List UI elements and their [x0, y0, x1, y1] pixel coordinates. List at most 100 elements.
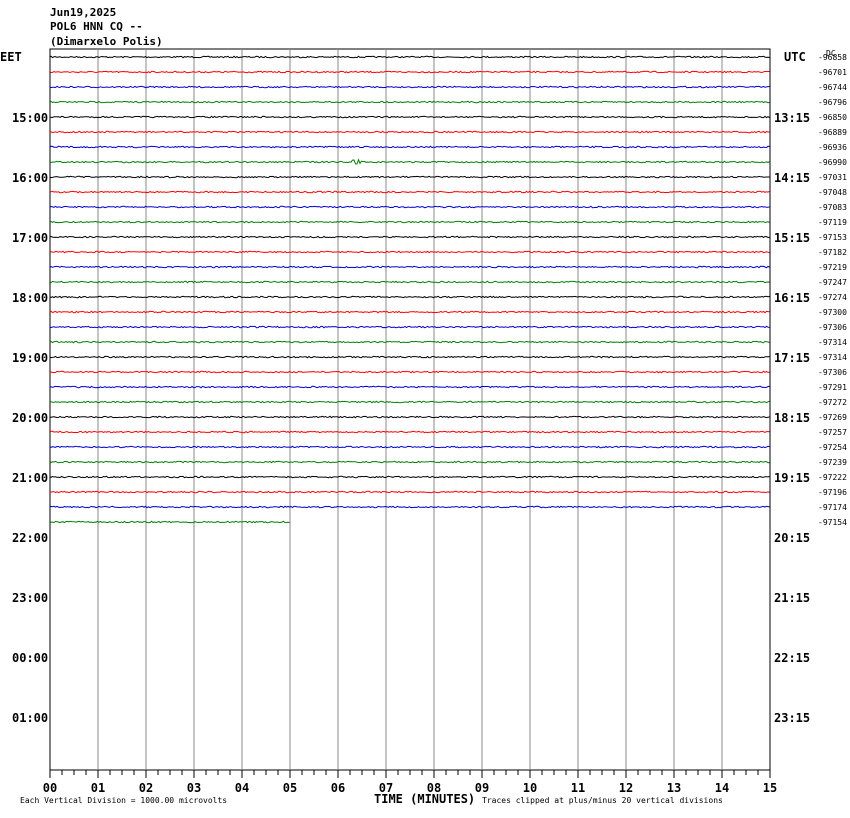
- left-time: 19:00: [12, 351, 48, 365]
- header-station: POL6 HNN CQ --: [50, 20, 143, 33]
- right-time: 20:15: [774, 531, 810, 545]
- trace-offset: -96990: [818, 158, 847, 167]
- left-time: 17:00: [12, 231, 48, 245]
- trace: [49, 115, 770, 119]
- right-time: 14:15: [774, 171, 810, 185]
- trace-offset: -97274: [818, 293, 847, 302]
- x-tick-label: 13: [667, 781, 681, 795]
- trace-offset: -97153: [818, 233, 847, 242]
- trace: [49, 475, 770, 479]
- trace: [49, 55, 770, 59]
- x-tick-label: 03: [187, 781, 201, 795]
- left-time: 01:00: [12, 711, 48, 725]
- footer-right: Traces clipped at plus/minus 20 vertical…: [482, 796, 723, 805]
- x-tick-label: 04: [235, 781, 249, 795]
- trace: [49, 265, 770, 269]
- trace-offset: -97272: [818, 398, 847, 407]
- x-tick-label: 11: [571, 781, 585, 795]
- x-tick-label: 05: [283, 781, 297, 795]
- trace: [49, 430, 770, 434]
- right-time: 22:15: [774, 651, 810, 665]
- trace-offset: -96796: [818, 98, 847, 107]
- left-time: 20:00: [12, 411, 48, 425]
- left-time: 16:00: [12, 171, 48, 185]
- trace-offset: -96858: [818, 53, 847, 62]
- right-time: 16:15: [774, 291, 810, 305]
- trace-offset: -96850: [818, 113, 847, 122]
- trace: [49, 205, 770, 209]
- right-time: 18:15: [774, 411, 810, 425]
- trace: [49, 355, 770, 359]
- x-tick-label: 09: [475, 781, 489, 795]
- trace: [49, 310, 770, 314]
- trace-offset: -97254: [818, 443, 847, 452]
- trace-offset: -97154: [818, 518, 847, 527]
- trace-offset: -96889: [818, 128, 847, 137]
- trace-offset: -97222: [818, 473, 847, 482]
- trace-offset: -97257: [818, 428, 847, 437]
- trace: [49, 340, 770, 344]
- plot-frame: [49, 48, 771, 771]
- trace: [49, 190, 770, 194]
- left-zone: EET: [0, 50, 22, 64]
- right-time: 13:15: [774, 111, 810, 125]
- right-zone: UTC: [784, 50, 806, 64]
- trace-offset: -96701: [818, 68, 847, 77]
- trace: [49, 445, 770, 449]
- trace-offset: -97314: [818, 338, 847, 347]
- trace: [49, 280, 770, 284]
- x-tick-label: 01: [91, 781, 105, 795]
- trace: [49, 220, 770, 224]
- trace: [49, 235, 770, 239]
- trace-offset: -97219: [818, 263, 847, 272]
- right-time: 23:15: [774, 711, 810, 725]
- x-axis-label: TIME (MINUTES): [374, 792, 475, 806]
- trace: [49, 130, 770, 134]
- x-tick-label: 00: [43, 781, 57, 795]
- trace-offset: -97196: [818, 488, 847, 497]
- header-date: Jun19,2025: [50, 6, 116, 19]
- header-location: (Dimarxelo Polis): [50, 35, 163, 48]
- trace: [49, 415, 770, 419]
- left-time: 21:00: [12, 471, 48, 485]
- trace: [49, 385, 770, 389]
- trace-offset: -97269: [818, 413, 847, 422]
- dc-label: DC: [826, 49, 836, 58]
- trace-offset: -97031: [818, 173, 847, 182]
- x-tick-label: 14: [715, 781, 729, 795]
- trace-offset: -97300: [818, 308, 847, 317]
- right-time: 19:15: [774, 471, 810, 485]
- footer-left: Each Vertical Division = 1000.00 microvo…: [20, 796, 227, 805]
- trace: [49, 520, 290, 524]
- trace: [49, 85, 770, 89]
- trace: [49, 325, 770, 329]
- trace-offset: -97048: [818, 188, 847, 197]
- trace-offset: -97174: [818, 503, 847, 512]
- trace-offset: -97119: [818, 218, 847, 227]
- trace: [49, 100, 770, 104]
- left-time: 15:00: [12, 111, 48, 125]
- trace: [49, 505, 770, 509]
- trace-offset: -97083: [818, 203, 847, 212]
- x-tick-label: 10: [523, 781, 537, 795]
- trace-offset: -97239: [818, 458, 847, 467]
- trace: [49, 70, 770, 74]
- trace: [49, 295, 770, 299]
- trace: [49, 175, 770, 179]
- trace-offset: -97314: [818, 353, 847, 362]
- trace-offset: -97291: [818, 383, 847, 392]
- right-time: 21:15: [774, 591, 810, 605]
- trace: [49, 370, 770, 374]
- x-tick-label: 08: [427, 781, 441, 795]
- trace: [49, 460, 770, 464]
- trace: [49, 400, 770, 404]
- trace-offset: -96936: [818, 143, 847, 152]
- x-tick-label: 02: [139, 781, 153, 795]
- right-time: 15:15: [774, 231, 810, 245]
- left-time: 23:00: [12, 591, 48, 605]
- trace-offset: -96744: [818, 83, 847, 92]
- trace: [49, 250, 770, 254]
- left-time: 18:00: [12, 291, 48, 305]
- right-time: 17:15: [774, 351, 810, 365]
